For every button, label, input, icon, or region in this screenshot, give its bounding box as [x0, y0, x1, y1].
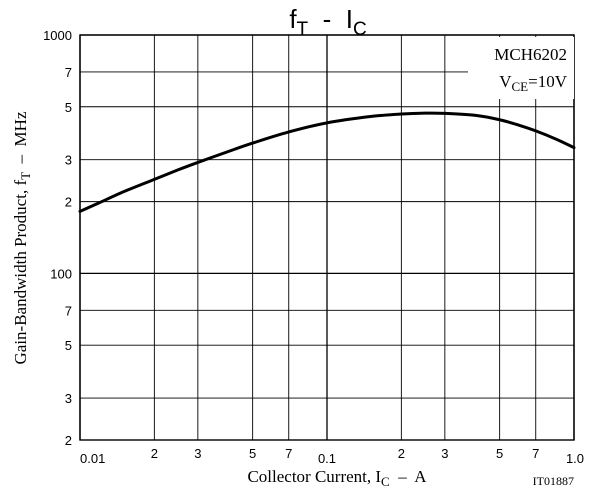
x-tick-label: 7	[532, 446, 539, 461]
figure-id: IT01887	[533, 474, 574, 488]
y-tick-label: 1000	[43, 28, 72, 43]
annotation-model: MCH6202	[494, 45, 567, 64]
x-tick-label: 1.0	[566, 451, 584, 466]
series-line	[78, 111, 576, 213]
y-tick-label: 7	[65, 65, 72, 80]
y-tick-label: 3	[65, 153, 72, 168]
x-tick-label: 7	[285, 446, 292, 461]
plot-frame	[79, 34, 575, 441]
y-tick-label: 5	[65, 338, 72, 353]
y-tick-label: 5	[65, 100, 72, 115]
y-tick-label: 100	[50, 266, 72, 281]
tick-labels: 0.01 2 3 5 7 0.1 2 3 5 7 1.0 2 3 5 7 100 2 3 5 7 1000	[43, 28, 584, 466]
x-tick-label: 5	[249, 446, 256, 461]
y-tick-label: 3	[65, 391, 72, 406]
x-tick-label: 5	[496, 446, 503, 461]
chart-title: fT - IC	[289, 4, 366, 40]
series-layer	[78, 111, 576, 213]
x-tick-label: 3	[441, 446, 448, 461]
x-tick-label: 0.1	[318, 451, 336, 466]
y-tick-label: 2	[65, 195, 72, 210]
x-tick-label: 3	[194, 446, 201, 461]
grid	[79, 34, 575, 441]
x-axis-label: Collector Current, IC – A	[247, 467, 427, 489]
y-tick-label: 2	[65, 433, 72, 448]
y-axis-label: Gain-Bandwidth Product, fT – MHz	[11, 111, 33, 364]
x-tick-label: 2	[151, 446, 158, 461]
y-tick-label: 7	[65, 303, 72, 318]
x-tick-label: 2	[398, 446, 405, 461]
annotation-condition: VCE=10V	[499, 72, 567, 94]
x-tick-label: 0.01	[80, 451, 105, 466]
annotation-box	[468, 37, 574, 99]
